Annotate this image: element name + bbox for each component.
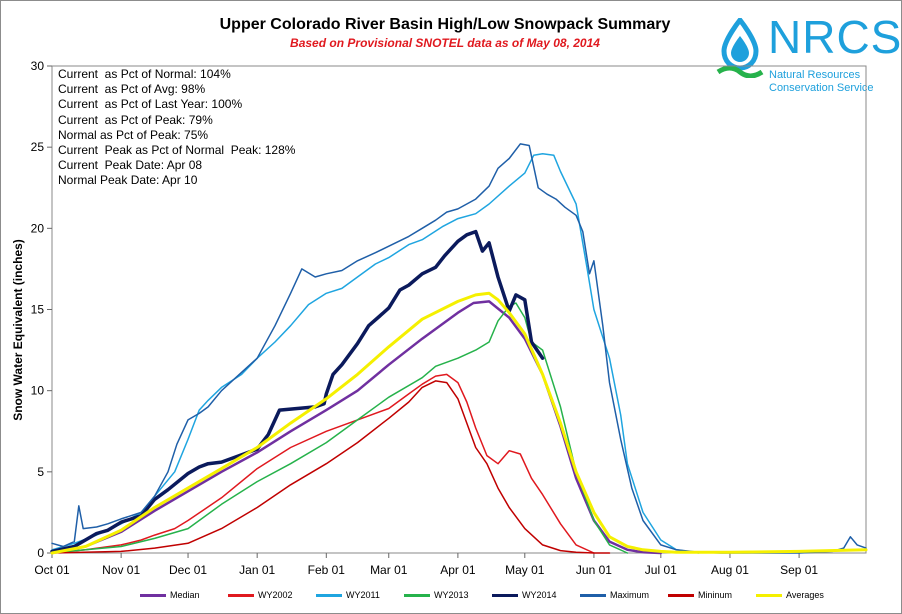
y-tick-label: 0 (37, 546, 44, 560)
legend-swatch (316, 593, 342, 597)
stats-box: Current as Pct of Normal: 104% Current a… (58, 67, 295, 189)
x-tick-label: Sep 01 (780, 563, 818, 577)
legend-label: WY2014 (522, 590, 557, 600)
legend-item: WY2013 (404, 590, 469, 600)
stat-line: Current as Pct of Normal: 104% (58, 67, 231, 81)
legend-label: Averages (786, 590, 824, 600)
legend-label: WY2011 (346, 590, 380, 600)
y-tick-label: 15 (31, 303, 45, 317)
x-tick-label: Feb 01 (308, 563, 346, 577)
chart-legend: Median WY2002 WY2011 WY2013 WY2014 Maximum Min… (140, 590, 880, 604)
stat-line: Current Peak as Pct of Normal Peak: 128% (58, 143, 296, 158)
logo-subtitle-line1: Natural Resources (769, 69, 861, 81)
y-tick-label: 20 (31, 221, 45, 235)
series-line-mininum (51, 380, 611, 554)
legend-swatch (756, 593, 782, 597)
legend-item: Maximum (580, 590, 649, 600)
x-tick-label: Nov 01 (102, 563, 140, 577)
x-tick-label: Apr 01 (440, 563, 476, 577)
legend-item: Averages (756, 590, 824, 600)
stat-line: Normal as Pct of Peak: 75% (58, 127, 209, 142)
y-tick-label: 10 (31, 384, 45, 398)
y-axis-label: Snow Water Equivalent (inches) (11, 239, 25, 421)
stat-line: Current Peak Date: Apr 08 (58, 158, 203, 173)
plot-series (50, 143, 868, 555)
legend-swatch (404, 593, 430, 597)
series-line-wy2011 (51, 152, 700, 554)
series-line-wy2014 (50, 229, 545, 554)
x-tick-label: Jun 01 (576, 563, 612, 577)
legend-item: Median (140, 590, 200, 600)
series-line-wy2013 (51, 302, 629, 554)
stat-line: Current as Pct of Avg: 98% (58, 82, 206, 97)
x-tick-label: Jan 01 (239, 563, 275, 577)
y-tick-label: 25 (31, 140, 45, 154)
x-tick-label: May 01 (505, 563, 545, 577)
legend-item: WY2011 (316, 590, 380, 600)
x-tick-label: Aug 01 (711, 563, 749, 577)
legend-swatch (580, 593, 606, 597)
x-tick-label: Mar 01 (370, 563, 408, 577)
x-tick-label: Dec 01 (169, 563, 207, 577)
legend-label: WY2013 (434, 590, 469, 600)
stat-line: Current as Pct of Last Year: 100% (58, 97, 243, 112)
legend-label: Median (170, 590, 200, 600)
legend-swatch (228, 593, 254, 597)
legend-item: WY2014 (492, 590, 557, 600)
legend-label: Mininum (698, 590, 733, 600)
series-line-averages (50, 291, 868, 555)
legend-item: Mininum (668, 590, 732, 600)
y-tick-label: 5 (37, 465, 44, 479)
legend-label: Maximum (610, 590, 650, 600)
x-tick-label: Oct 01 (34, 563, 70, 577)
series-line-wy2002 (51, 373, 595, 554)
legend-item: WY2002 (228, 590, 293, 600)
x-tick-label: Jul 01 (645, 563, 677, 577)
water-drop-icon (716, 18, 764, 78)
chart-title: Upper Colorado River Basin High/Low Snow… (219, 16, 671, 33)
legend-swatch (140, 593, 166, 597)
legend-swatch (492, 593, 518, 597)
logo-subtitle-line2: Conservation Service (769, 82, 874, 94)
stat-line: Normal Peak Date: Apr 10 (58, 173, 198, 188)
plot-axes: 0 5 10 15 20 25 30 Oct 01 Nov 01 Dec 01 Jan 01 Feb … (31, 59, 867, 577)
logo-text: NRCS (768, 11, 902, 63)
series-line-maximum (51, 143, 867, 554)
legend-label: WY2002 (258, 590, 293, 600)
stat-line: Current as Pct of Peak: 79% (58, 112, 213, 127)
y-tick-label: 30 (31, 59, 45, 73)
legend-swatch (668, 593, 694, 597)
chart-subtitle: Based on Provisional SNOTEL data as of M… (290, 36, 600, 50)
